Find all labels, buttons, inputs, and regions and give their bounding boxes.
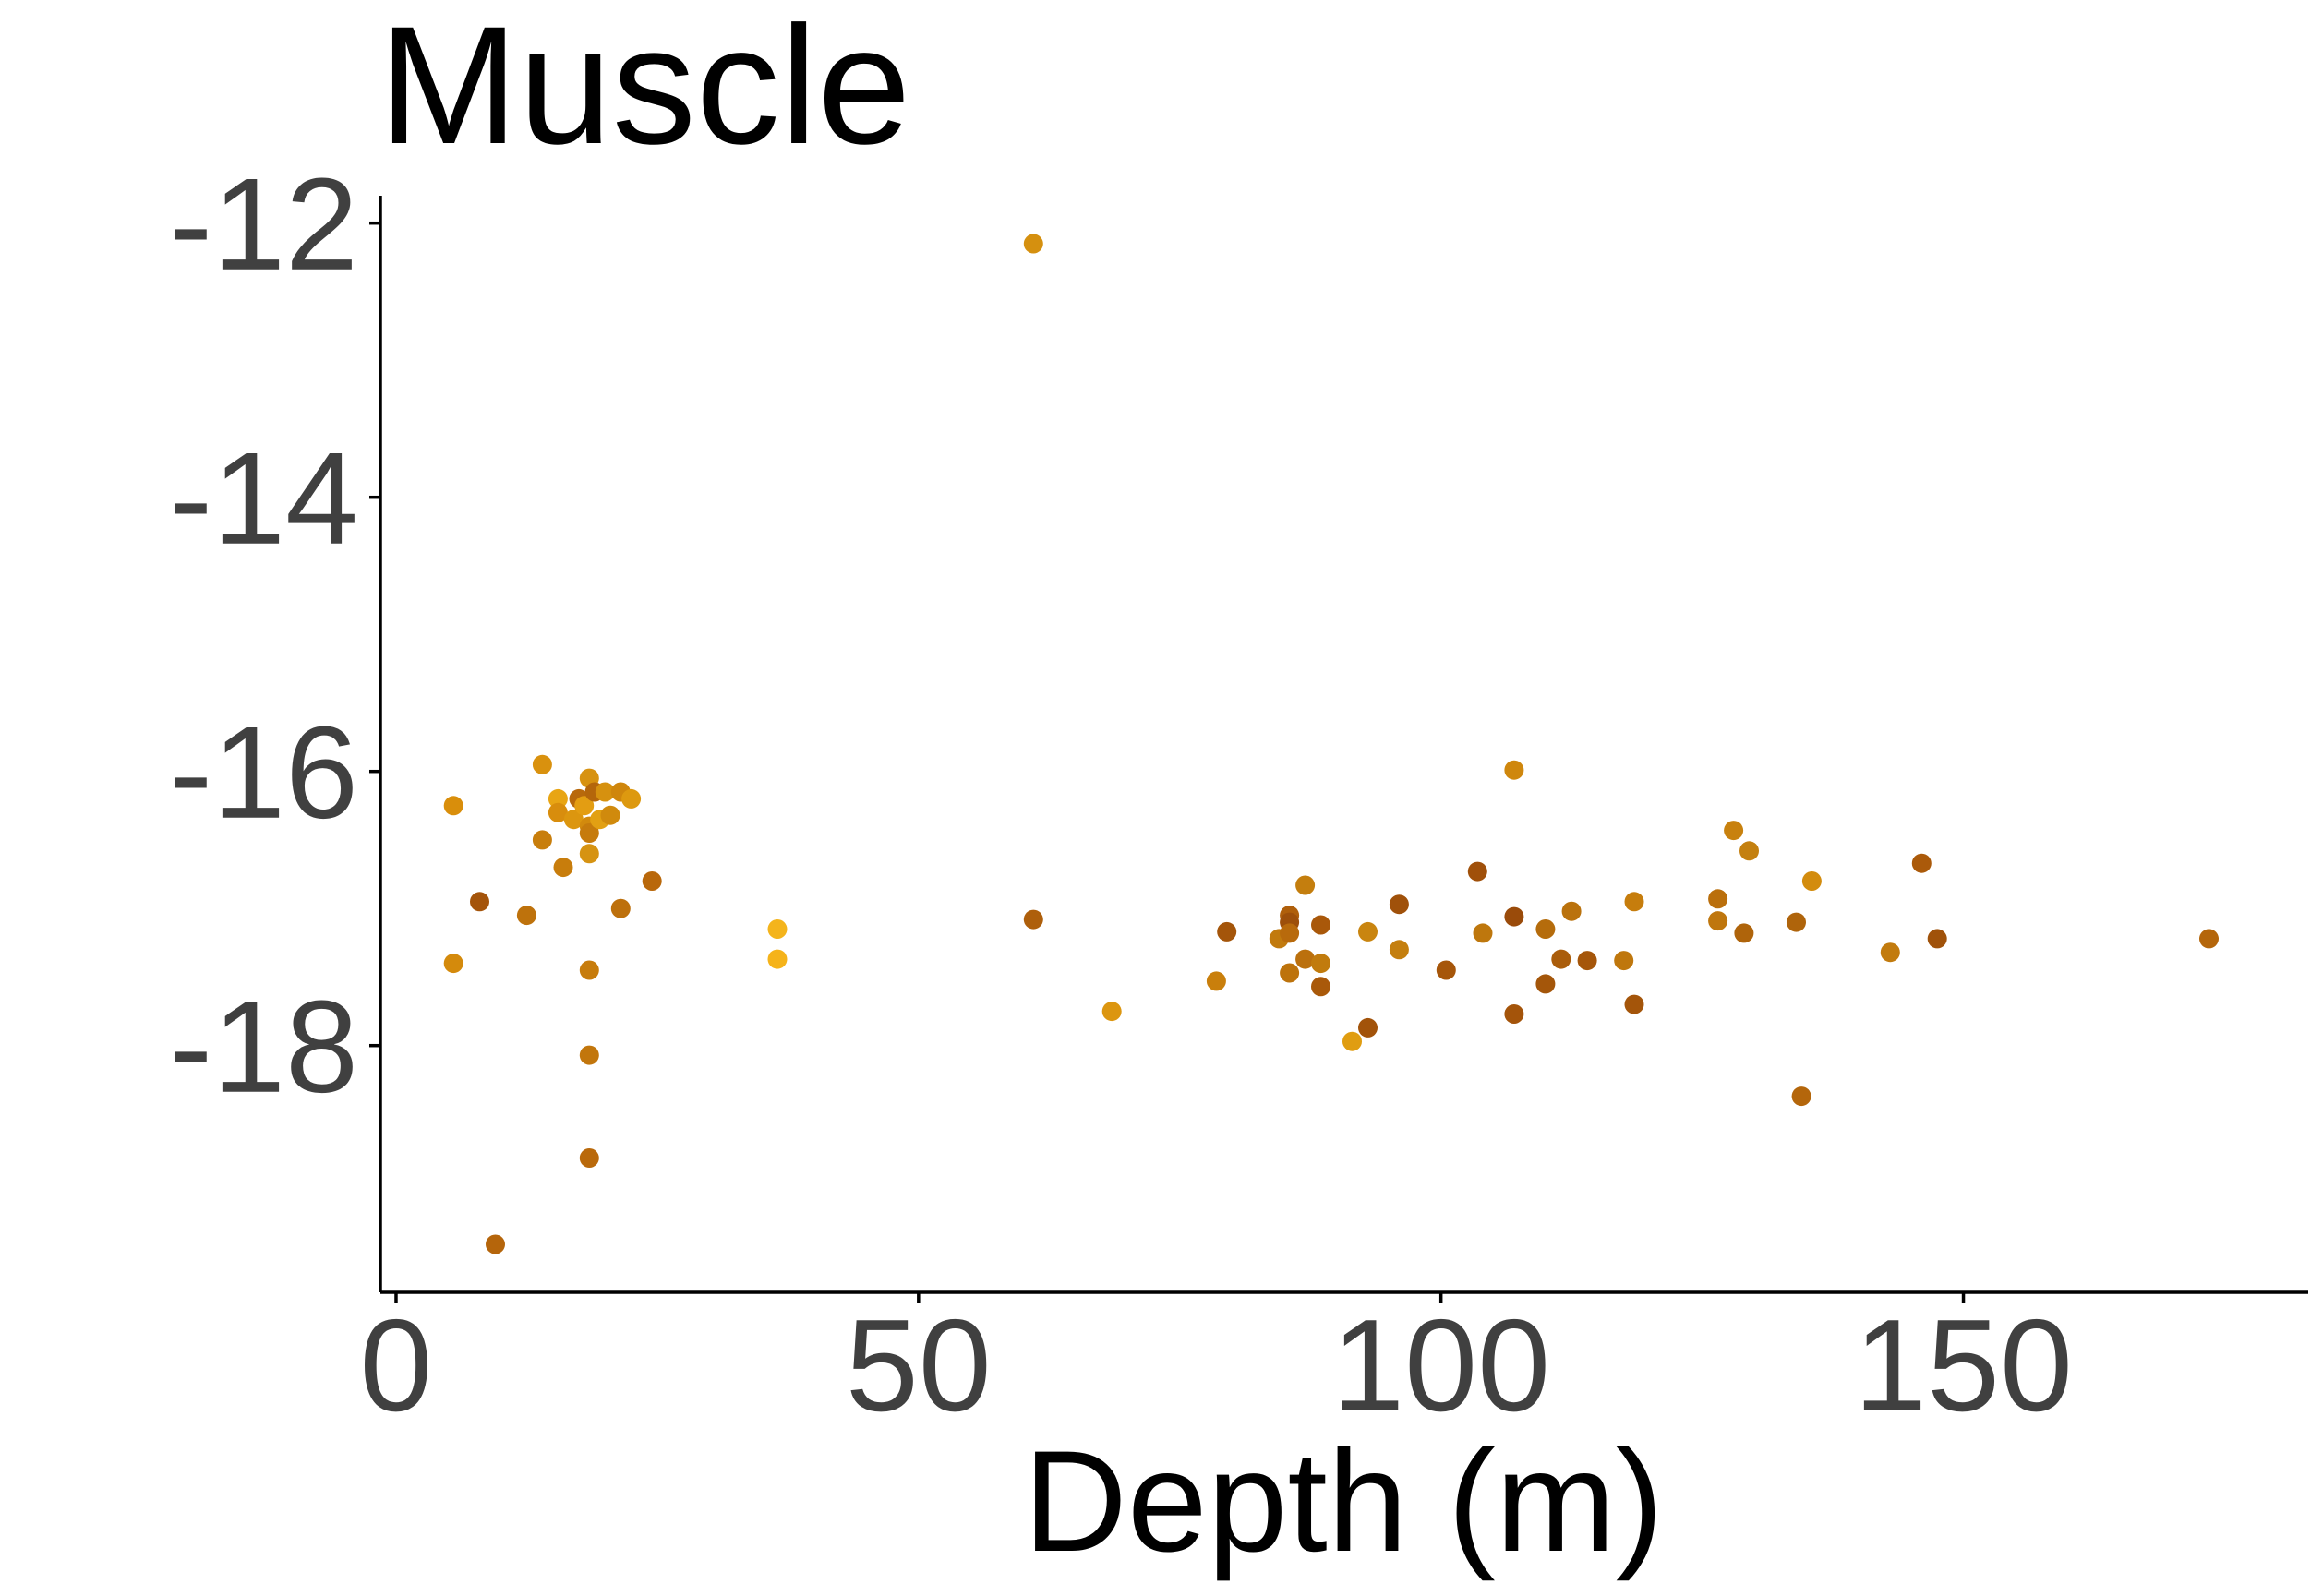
data-point-43: [1311, 954, 1330, 974]
x-tick-label-0: 0: [359, 1292, 432, 1439]
data-point-70: [1791, 1086, 1811, 1107]
data-point-54: [1504, 906, 1524, 927]
data-point-39: [1280, 963, 1300, 983]
data-point-49: [1389, 940, 1409, 960]
data-point-19: [579, 1148, 599, 1168]
data-point-42: [1311, 915, 1330, 935]
data-point-22: [595, 782, 615, 802]
data-point-1: [443, 954, 463, 974]
y-tick-label-1: -14: [169, 426, 358, 572]
y-tick-label-2: -16: [169, 700, 358, 846]
data-point-7: [548, 788, 568, 809]
data-point-5: [532, 754, 552, 774]
data-point-31: [1023, 909, 1043, 930]
data-point-66: [1724, 821, 1744, 841]
data-point-28: [767, 919, 788, 939]
data-point-48: [1389, 894, 1409, 915]
data-point-40: [1295, 875, 1316, 895]
data-point-53: [1504, 760, 1524, 780]
data-point-8: [548, 802, 568, 822]
data-point-52: [1473, 923, 1493, 943]
data-point-10: [563, 810, 584, 830]
y-tick-label-3: -18: [169, 974, 358, 1121]
data-point-2: [470, 892, 489, 912]
data-point-18: [579, 1045, 599, 1065]
data-point-50: [1436, 960, 1456, 980]
data-point-38: [1280, 923, 1300, 943]
data-point-41: [1295, 949, 1316, 969]
data-point-30: [1023, 234, 1043, 254]
data-point-17: [579, 960, 599, 980]
data-point-74: [1927, 929, 1947, 949]
y-tick-label-0: -12: [169, 151, 358, 298]
x-tick-label-2: 100: [1331, 1292, 1550, 1439]
data-point-56: [1535, 974, 1556, 994]
data-point-26: [621, 788, 642, 809]
data-point-67: [1734, 923, 1754, 943]
data-point-3: [486, 1234, 505, 1254]
chart-title: Muscle: [379, 0, 910, 179]
data-point-16: [579, 844, 599, 864]
data-point-47: [1358, 921, 1378, 942]
data-point-46: [1358, 1017, 1378, 1038]
data-point-25: [610, 898, 631, 918]
data-point-68: [1739, 841, 1759, 861]
y-axis-ticks: -12 -14 -16 -18: [169, 151, 380, 1121]
data-point-12: [574, 796, 595, 816]
data-point-75: [2199, 929, 2219, 949]
data-points: [443, 234, 2219, 1254]
data-point-32: [1101, 1002, 1122, 1022]
data-point-62: [1624, 892, 1644, 912]
x-axis-title: Depth (m): [1023, 1422, 1663, 1582]
data-point-27: [642, 871, 662, 891]
data-point-61: [1614, 951, 1634, 971]
data-point-15: [579, 823, 599, 843]
x-axis-ticks: 0 50 100 150: [359, 1292, 2073, 1439]
data-point-71: [1801, 871, 1822, 891]
data-point-0: [443, 796, 463, 816]
data-point-45: [1342, 1031, 1362, 1051]
data-point-63: [1624, 994, 1644, 1014]
data-point-58: [1551, 949, 1571, 969]
data-point-6: [532, 830, 552, 850]
x-tick-label-3: 150: [1854, 1292, 2073, 1439]
data-point-4: [516, 906, 536, 926]
data-point-72: [1880, 942, 1900, 963]
data-point-9: [553, 858, 573, 878]
data-point-51: [1467, 861, 1487, 882]
data-point-73: [1911, 853, 1932, 873]
data-point-65: [1708, 911, 1728, 931]
data-point-44: [1311, 977, 1330, 997]
data-point-23: [600, 805, 620, 825]
data-point-64: [1708, 889, 1728, 909]
x-tick-label-1: 50: [846, 1292, 992, 1439]
data-point-33: [1206, 971, 1226, 991]
data-point-69: [1787, 912, 1806, 932]
data-point-57: [1535, 919, 1556, 939]
data-point-34: [1217, 921, 1237, 942]
data-point-60: [1577, 951, 1597, 971]
data-point-59: [1561, 901, 1582, 921]
data-point-55: [1504, 1004, 1524, 1024]
data-point-29: [767, 949, 788, 969]
